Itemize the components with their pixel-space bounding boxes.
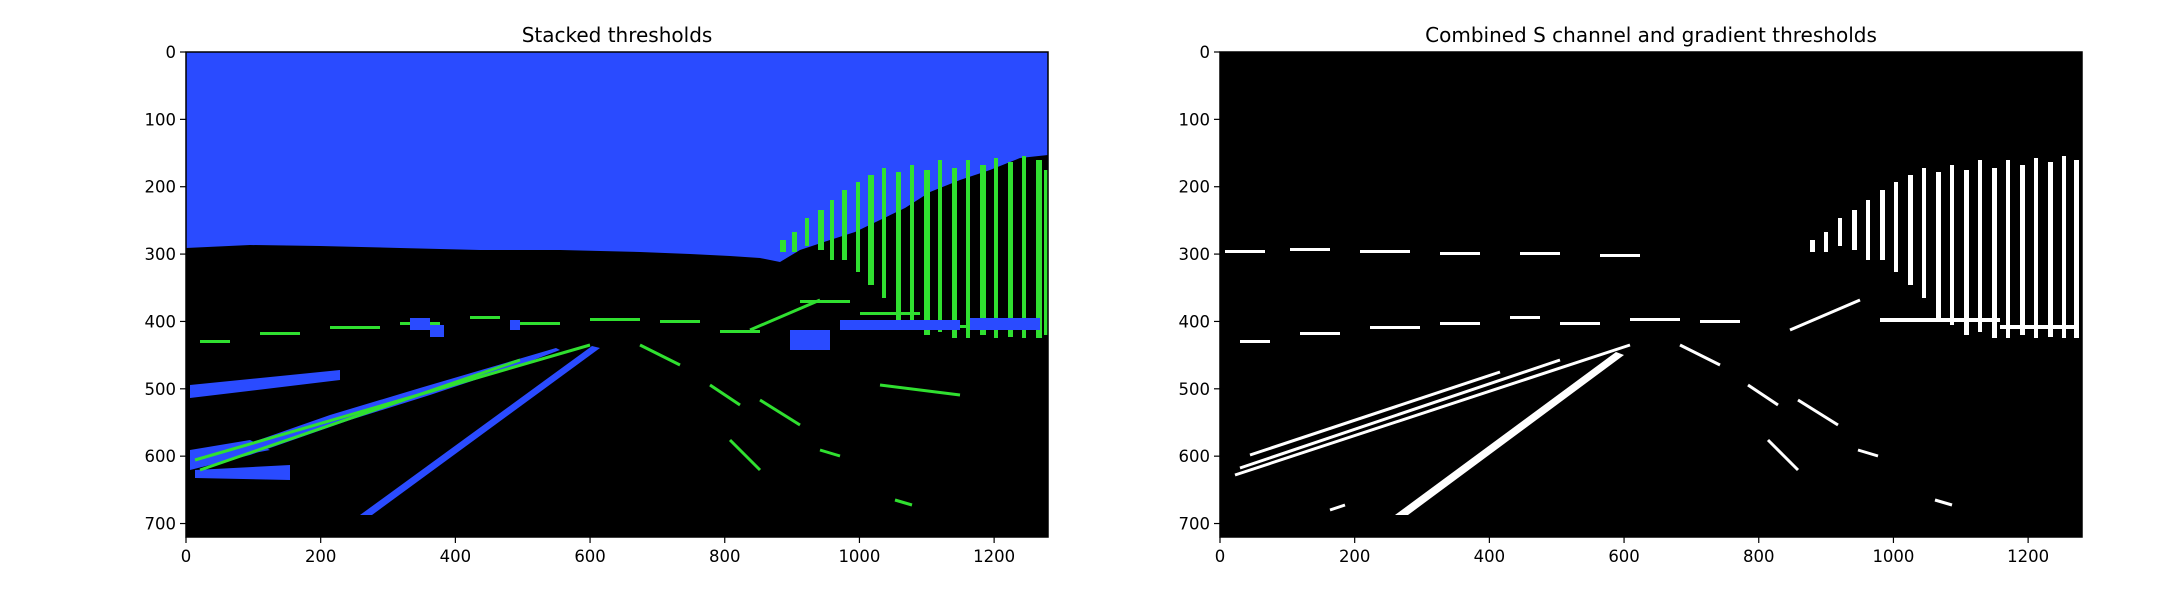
x-tick-label: 0: [1215, 547, 1226, 566]
y-tick-label: 300: [145, 245, 177, 264]
y-tick-label: 400: [145, 312, 177, 331]
x-tick-label: 400: [440, 547, 472, 566]
y-tick-label: 200: [1179, 178, 1211, 197]
y-tick-label: 400: [1179, 312, 1211, 331]
plot-title: Stacked thresholds: [522, 23, 713, 47]
y-axis: 0 100 200 300 400 500 600 700: [145, 43, 186, 534]
x-tick-label: 600: [574, 547, 606, 566]
y-axis: 0 100 200 300 400 500 600 700: [1179, 43, 1220, 534]
y-tick-label: 200: [145, 178, 177, 197]
y-tick-label: 100: [1179, 110, 1211, 129]
binary-image: [1219, 51, 2083, 538]
x-tick-label: 400: [1474, 547, 1506, 566]
y-tick-label: 600: [145, 447, 177, 466]
combined-thresholds-plot: Combined S channel and gradient threshol…: [1179, 23, 2083, 566]
threshold-image: [185, 51, 1049, 538]
x-tick-label: 1200: [2007, 547, 2049, 566]
y-tick-label: 600: [1179, 447, 1211, 466]
x-axis: 0 200 400 600 800 1000 1200: [1215, 537, 2049, 566]
x-tick-label: 600: [1608, 547, 1640, 566]
x-axis: 0 200 400 600 800 1000 1200: [181, 537, 1015, 566]
x-tick-label: 800: [1743, 547, 1775, 566]
y-tick-label: 100: [145, 110, 177, 129]
y-tick-label: 700: [1179, 515, 1211, 534]
x-tick-label: 1200: [973, 547, 1015, 566]
x-tick-label: 0: [181, 547, 192, 566]
plot-title: Combined S channel and gradient threshol…: [1425, 23, 1877, 47]
y-tick-label: 500: [1179, 380, 1211, 399]
x-tick-label: 200: [1339, 547, 1371, 566]
x-tick-label: 1000: [838, 547, 880, 566]
y-tick-label: 500: [145, 380, 177, 399]
y-tick-label: 700: [145, 515, 177, 534]
y-tick-label: 300: [1179, 245, 1211, 264]
y-tick-label: 0: [1200, 43, 1211, 62]
y-tick-label: 0: [166, 43, 177, 62]
stacked-thresholds-plot: Stacked thresholds: [145, 23, 1049, 566]
x-tick-label: 200: [305, 547, 337, 566]
x-tick-label: 800: [709, 547, 741, 566]
x-tick-label: 1000: [1872, 547, 1914, 566]
